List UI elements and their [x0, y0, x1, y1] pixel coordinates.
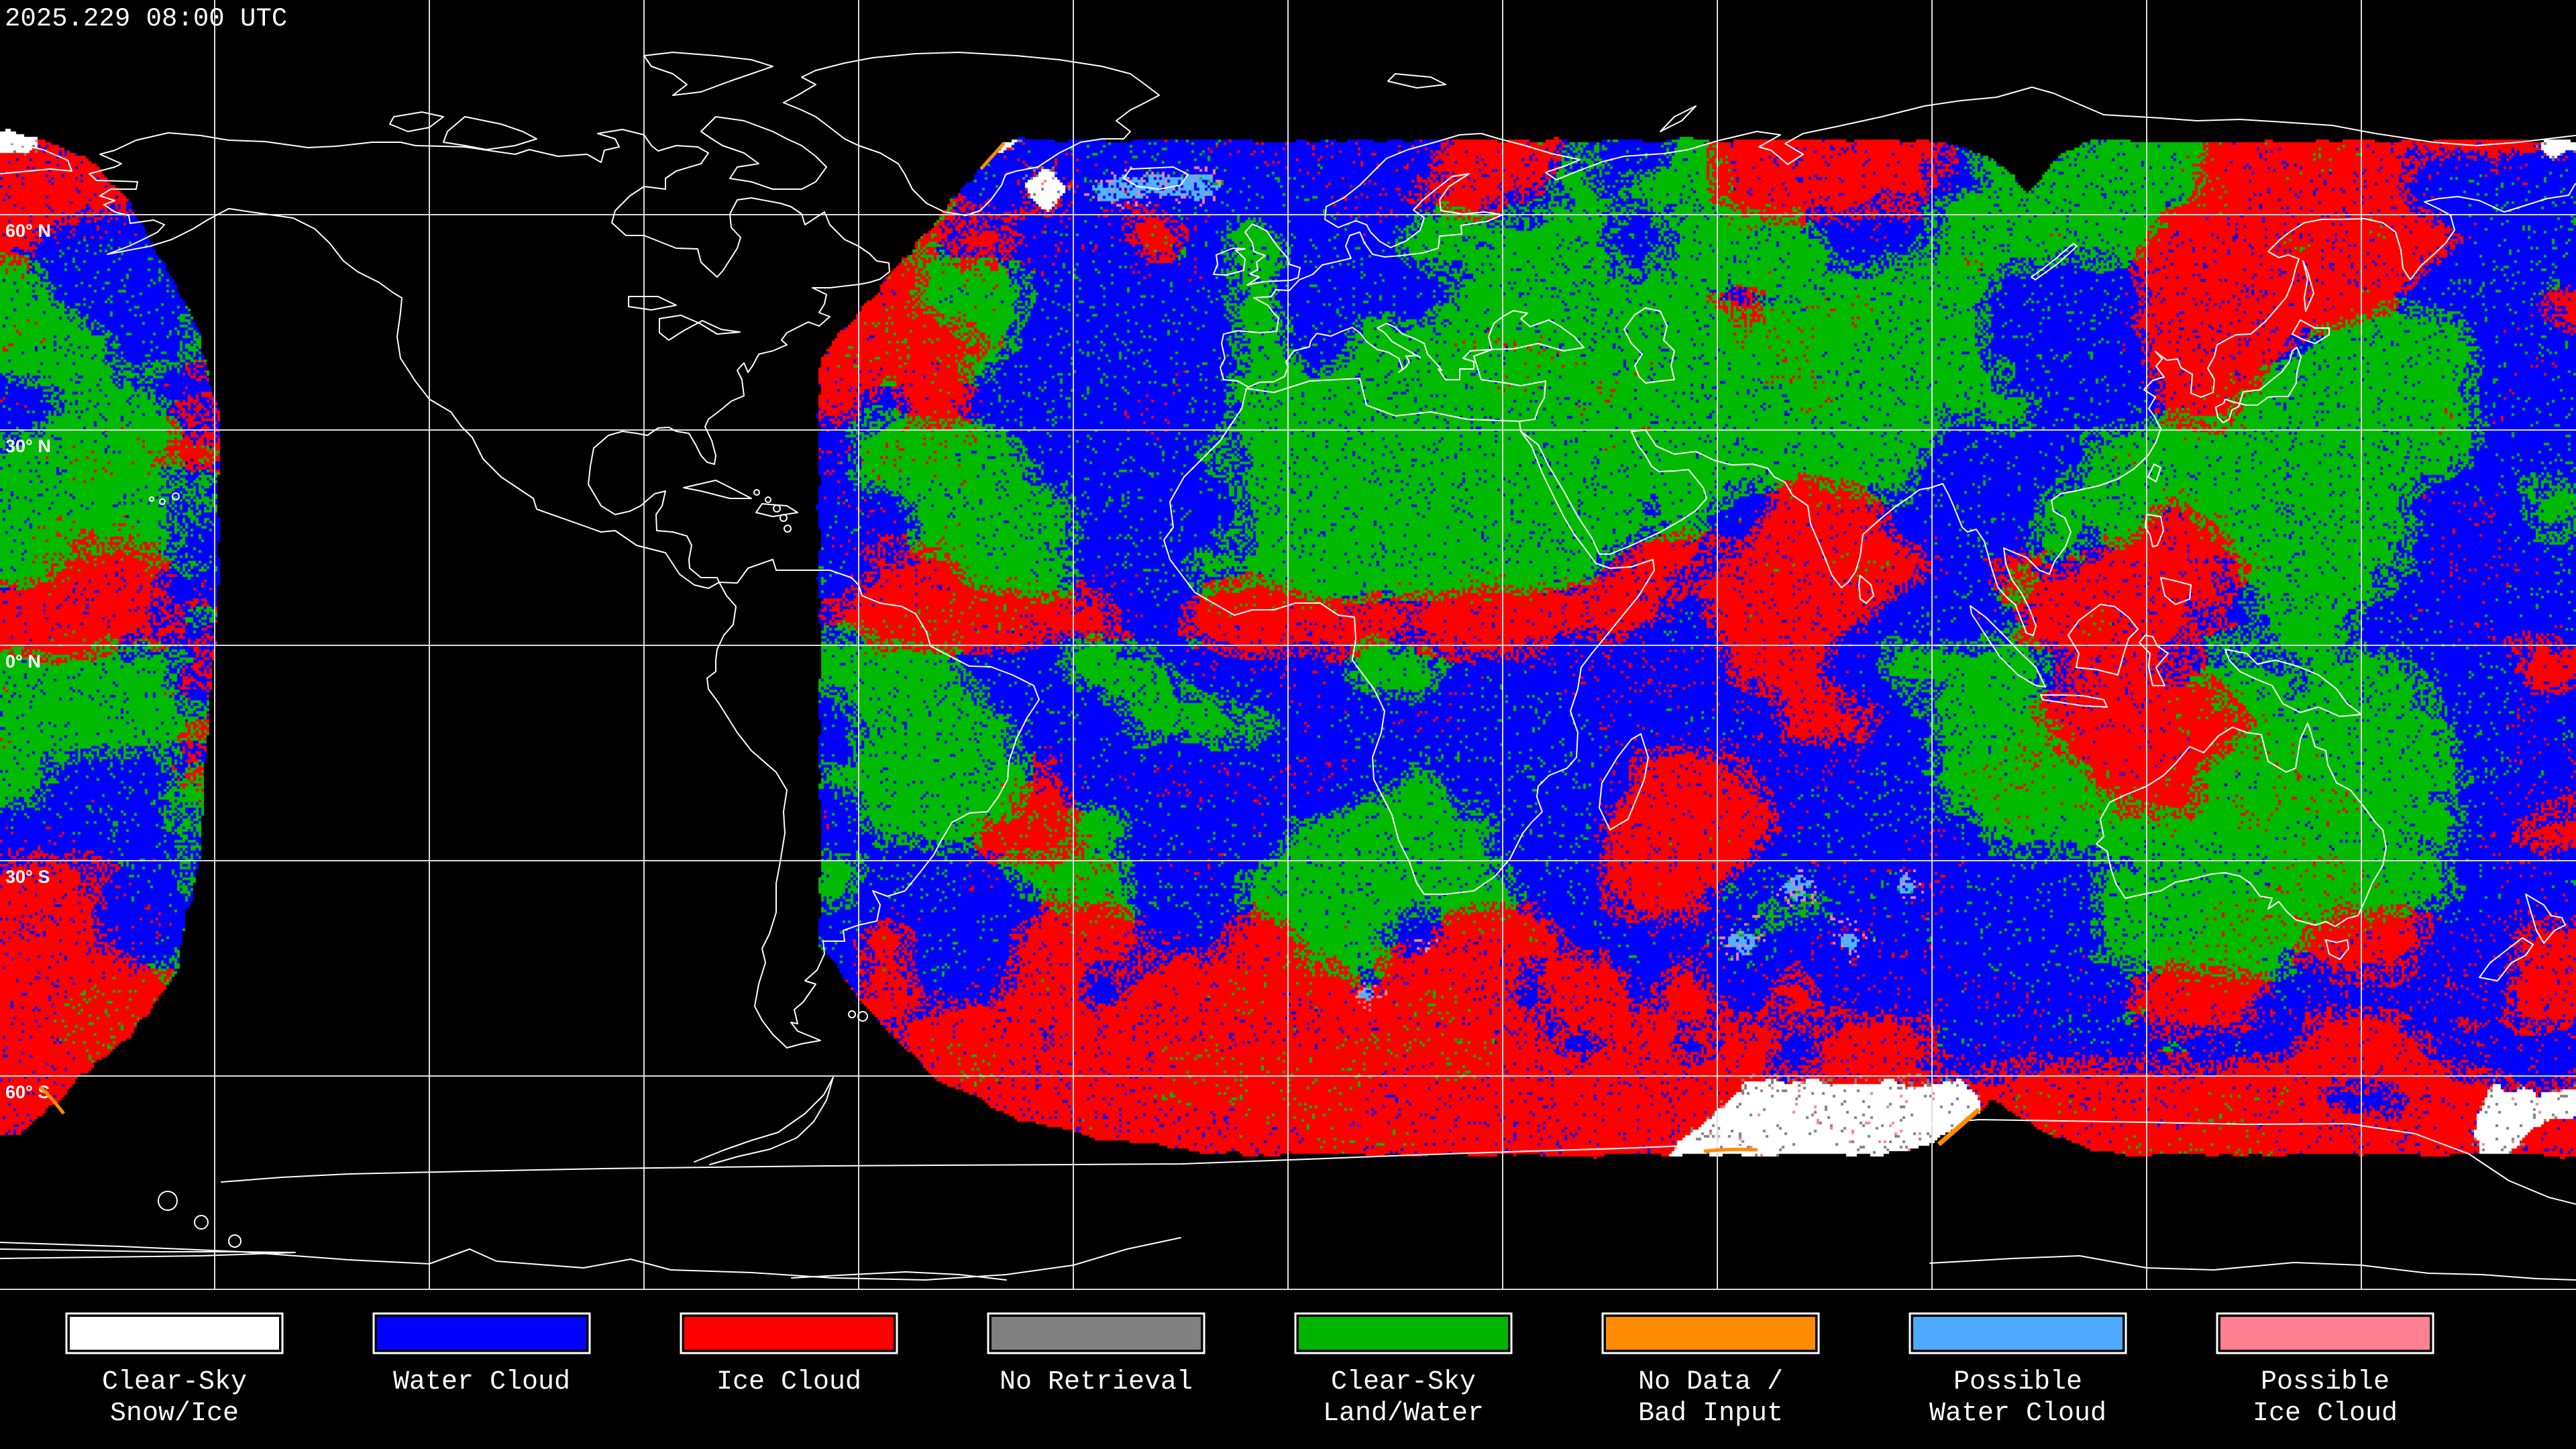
svg-text:Clear-Sky: Clear-Sky: [1331, 1367, 1476, 1397]
svg-text:Possible: Possible: [2261, 1367, 2390, 1397]
svg-text:0° N: 0° N: [5, 651, 41, 672]
svg-text:Water Cloud: Water Cloud: [1929, 1399, 2106, 1429]
svg-text:Ice Cloud: Ice Cloud: [2253, 1399, 2398, 1429]
svg-text:30° N: 30° N: [5, 436, 51, 456]
svg-text:Clear-Sky: Clear-Sky: [102, 1367, 247, 1397]
svg-text:No Retrieval: No Retrieval: [1000, 1367, 1193, 1397]
svg-text:60° N: 60° N: [5, 221, 51, 241]
svg-text:30° S: 30° S: [5, 867, 50, 887]
svg-text:Ice Cloud: Ice Cloud: [716, 1367, 861, 1397]
svg-text:Snow/Ice: Snow/Ice: [110, 1399, 239, 1429]
svg-text:Bad Input: Bad Input: [1638, 1399, 1783, 1429]
svg-text:2025.229 08:00 UTC: 2025.229 08:00 UTC: [5, 4, 287, 34]
svg-text:60° S: 60° S: [5, 1082, 50, 1102]
svg-text:Land/Water: Land/Water: [1323, 1399, 1484, 1429]
svg-text:No Data /: No Data /: [1638, 1367, 1783, 1397]
svg-text:Possible: Possible: [1953, 1367, 2082, 1397]
svg-text:Water Cloud: Water Cloud: [393, 1367, 570, 1397]
